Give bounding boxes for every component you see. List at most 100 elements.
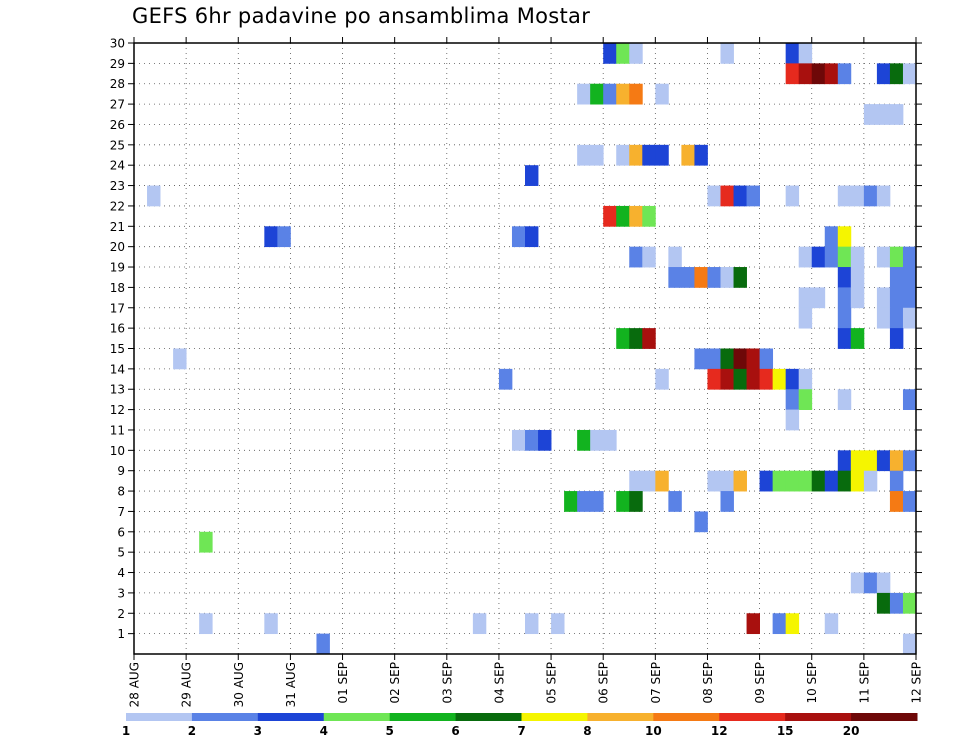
heatmap-cell bbox=[837, 226, 852, 248]
heatmap-cell bbox=[707, 267, 721, 288]
heatmap-cell bbox=[798, 63, 813, 85]
colorbar-label: 10 bbox=[645, 724, 662, 738]
y-tick-label: 19 bbox=[110, 261, 125, 275]
heatmap-cell bbox=[264, 226, 278, 248]
heatmap-cell bbox=[863, 572, 878, 594]
colorbar-swatch bbox=[521, 713, 588, 721]
heatmap-cell bbox=[551, 613, 565, 635]
heatmap-cell bbox=[876, 287, 891, 309]
heatmap-cell bbox=[590, 491, 604, 512]
heatmap-cell bbox=[668, 491, 682, 512]
heatmap-cell bbox=[889, 246, 904, 268]
heatmap-cell bbox=[525, 429, 539, 451]
heatmap-cell bbox=[603, 429, 617, 451]
heatmap-cell bbox=[824, 226, 839, 248]
heatmap-cell bbox=[772, 368, 787, 390]
heatmap-cell bbox=[863, 104, 878, 125]
grid-lines bbox=[134, 42, 916, 654]
colorbar-label: 8 bbox=[583, 724, 591, 738]
heatmap-cell bbox=[824, 470, 839, 492]
heatmap-cell bbox=[824, 63, 839, 85]
heatmap-cell bbox=[785, 613, 800, 635]
heatmap-cell bbox=[733, 368, 747, 390]
heatmap-cell bbox=[199, 531, 213, 553]
heatmap-cell bbox=[837, 450, 852, 472]
heatmap-cell bbox=[642, 144, 656, 166]
heatmap-cell bbox=[616, 491, 630, 512]
heatmap-cell bbox=[837, 389, 852, 410]
heatmap-cell bbox=[629, 83, 643, 105]
heatmap-cell bbox=[173, 348, 187, 370]
x-tick-label: 05 SEP bbox=[545, 662, 559, 704]
heatmap-cell bbox=[759, 348, 774, 370]
heatmap-cell bbox=[824, 613, 839, 635]
heatmap-cell bbox=[525, 226, 539, 248]
colorbar-label: 20 bbox=[843, 724, 860, 738]
colorbar-swatch bbox=[257, 713, 325, 721]
colorbar-label: 12 bbox=[711, 724, 728, 738]
heatmap-cell bbox=[902, 389, 917, 410]
heatmap-cell bbox=[603, 43, 617, 64]
colorbar-swatch bbox=[851, 713, 918, 721]
heatmap-cell bbox=[603, 205, 617, 227]
x-tick-label: 01 SEP bbox=[336, 662, 350, 704]
heatmap-cell bbox=[707, 348, 721, 370]
heatmap-cell bbox=[655, 83, 669, 105]
x-axis: 28 AUG 29 AUG 30 AUG 31 AUG 01 SEP 02 SEP 03 S… bbox=[128, 37, 924, 707]
x-tick-label: 07 SEP bbox=[649, 662, 663, 704]
heatmap-cell bbox=[511, 226, 526, 248]
heatmap-cell bbox=[902, 267, 917, 288]
colorbar-label: 5 bbox=[385, 724, 393, 738]
y-tick-label: 6 bbox=[117, 525, 125, 539]
heatmap-cell bbox=[889, 307, 904, 329]
heatmap-cell bbox=[876, 246, 891, 268]
heatmap-cell bbox=[746, 368, 760, 390]
colorbar-label: 7 bbox=[517, 724, 525, 738]
heatmap-cell bbox=[642, 470, 656, 492]
y-tick-label: 18 bbox=[110, 281, 125, 295]
heatmap-cell bbox=[798, 307, 813, 329]
heatmap-cell bbox=[655, 144, 669, 166]
heatmap-cell bbox=[902, 633, 917, 655]
heatmap-cell bbox=[720, 491, 734, 512]
heatmap-cell bbox=[199, 613, 213, 635]
heatmap-cell bbox=[694, 267, 708, 288]
y-axis: 1234567891011121314151617181920212223242… bbox=[110, 37, 922, 641]
colorbar-swatch bbox=[126, 713, 193, 721]
heatmap-cell bbox=[837, 63, 852, 85]
heatmap-cell bbox=[798, 470, 813, 492]
heatmap-cell bbox=[629, 491, 643, 512]
heatmap-cell bbox=[837, 470, 852, 492]
heatmap-cell bbox=[681, 144, 695, 166]
y-tick-label: 17 bbox=[110, 301, 125, 315]
heatmap-cell bbox=[837, 328, 852, 349]
heatmap-cell bbox=[850, 287, 865, 309]
heatmap-cell bbox=[733, 267, 747, 288]
heatmap-cell bbox=[655, 368, 669, 390]
heatmap-cell bbox=[889, 470, 904, 492]
heatmap-cell bbox=[577, 429, 591, 451]
y-tick-label: 24 bbox=[110, 159, 125, 173]
x-tick-label: 08 SEP bbox=[701, 662, 715, 704]
heatmap-cell bbox=[564, 491, 578, 512]
heatmap-cell bbox=[616, 83, 630, 105]
heatmap-cell bbox=[850, 328, 865, 349]
colorbar: 1 2 3 4 5 6 7 8 10 12 15 20 bbox=[122, 713, 918, 738]
heatmap-cell bbox=[264, 613, 278, 635]
heatmap-cell bbox=[525, 613, 539, 635]
heatmap-cell bbox=[837, 287, 852, 309]
heatmap-cell bbox=[733, 348, 747, 370]
heatmap-cell bbox=[759, 470, 774, 492]
heatmap-cell bbox=[889, 104, 904, 125]
y-tick-label: 16 bbox=[110, 322, 125, 336]
heatmap-cell bbox=[837, 185, 852, 207]
heatmap-cell bbox=[603, 83, 617, 105]
y-tick-label: 21 bbox=[110, 220, 125, 234]
heatmap-cell bbox=[850, 450, 865, 472]
heatmap-cell bbox=[746, 613, 760, 635]
x-tick-label: 28 AUG bbox=[128, 662, 142, 707]
y-tick-label: 3 bbox=[117, 586, 125, 600]
heatmap-cell bbox=[876, 307, 891, 329]
colorbar-swatch bbox=[455, 713, 522, 721]
heatmap-cell bbox=[525, 165, 539, 186]
